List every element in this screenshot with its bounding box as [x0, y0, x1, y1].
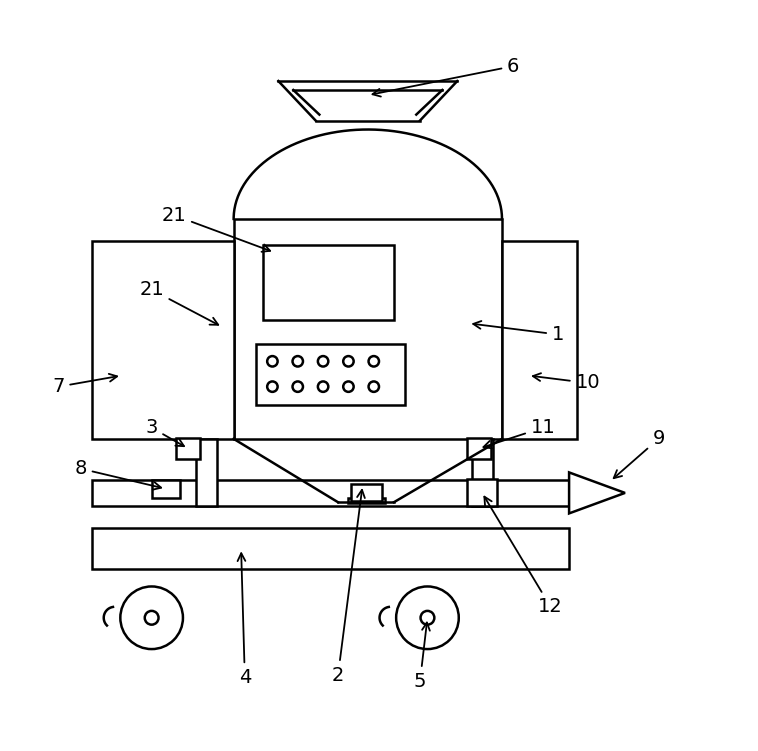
- Text: 21: 21: [139, 280, 218, 325]
- Circle shape: [421, 611, 434, 625]
- Text: 8: 8: [74, 459, 161, 490]
- Bar: [256, 344, 405, 406]
- Text: 11: 11: [484, 418, 556, 448]
- Bar: [92, 480, 569, 506]
- Text: 5: 5: [414, 623, 430, 691]
- Text: 9: 9: [614, 430, 665, 478]
- Text: 2: 2: [332, 490, 365, 685]
- Circle shape: [396, 587, 459, 649]
- Circle shape: [343, 382, 354, 392]
- Circle shape: [343, 356, 354, 366]
- Text: 21: 21: [161, 206, 270, 252]
- Circle shape: [293, 356, 303, 366]
- Bar: [152, 480, 180, 499]
- Circle shape: [121, 587, 183, 649]
- Bar: [92, 528, 569, 569]
- Bar: [467, 438, 491, 459]
- Bar: [467, 479, 496, 506]
- Circle shape: [145, 611, 158, 625]
- Polygon shape: [569, 472, 625, 514]
- Bar: [348, 499, 385, 503]
- Circle shape: [318, 356, 328, 366]
- Circle shape: [368, 356, 379, 366]
- Bar: [264, 245, 394, 320]
- Bar: [92, 241, 233, 439]
- Circle shape: [267, 356, 277, 366]
- Text: 7: 7: [52, 374, 117, 397]
- Bar: [472, 439, 493, 506]
- Circle shape: [267, 382, 277, 392]
- Text: 3: 3: [146, 418, 184, 446]
- Circle shape: [293, 382, 303, 392]
- Text: 4: 4: [237, 553, 251, 687]
- Circle shape: [368, 382, 379, 392]
- Text: 10: 10: [533, 373, 600, 393]
- Text: 6: 6: [372, 56, 519, 97]
- Bar: [502, 241, 577, 439]
- Text: 1: 1: [473, 321, 564, 344]
- Circle shape: [318, 382, 328, 392]
- Bar: [196, 439, 218, 506]
- Text: 12: 12: [484, 496, 563, 616]
- Bar: [177, 438, 200, 459]
- Bar: [351, 484, 382, 501]
- Bar: [233, 219, 502, 439]
